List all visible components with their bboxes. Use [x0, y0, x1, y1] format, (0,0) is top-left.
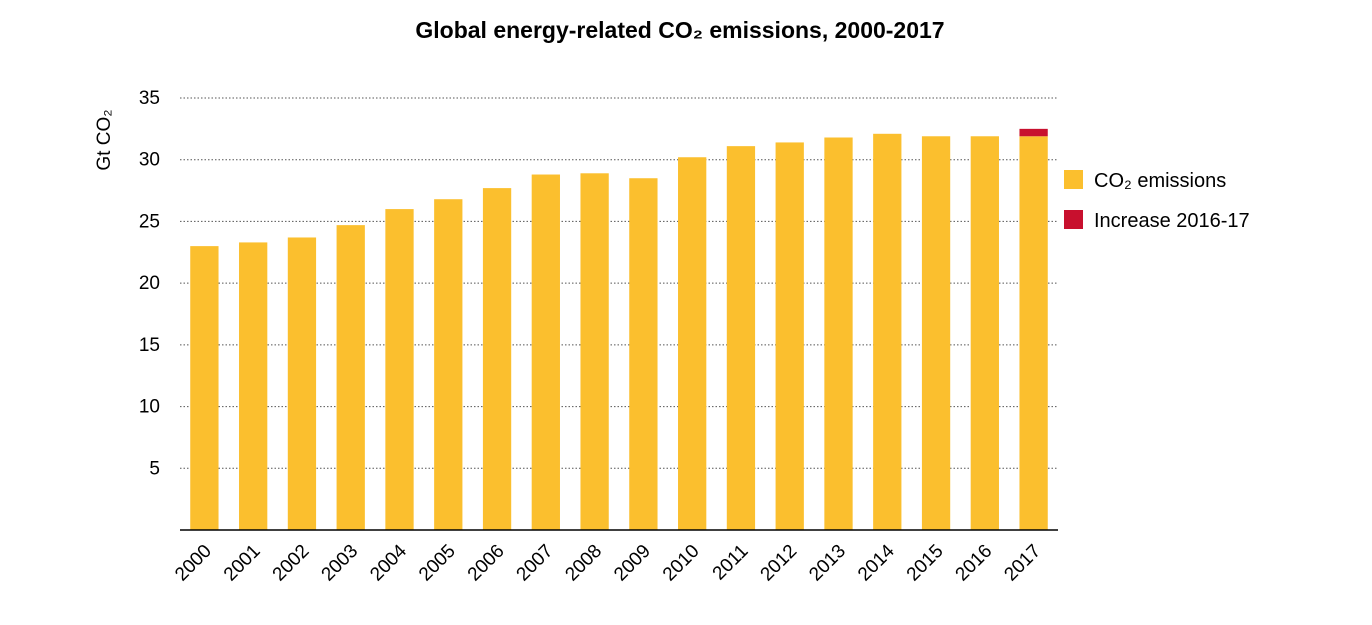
x-tick-label: 2012 [757, 541, 802, 586]
bar-co2-emissions [970, 136, 999, 530]
bar-co2-emissions [482, 188, 512, 531]
bar-co2-emissions [775, 142, 804, 531]
bar-co2-emissions [239, 242, 268, 530]
bar-increase [1019, 128, 1048, 137]
bar-co2-emissions [190, 246, 219, 530]
legend: CO₂ emissions Increase 2016-17 [1064, 170, 1250, 232]
x-tick-label: 2009 [610, 541, 655, 586]
y-tick-label: 20 [139, 273, 160, 294]
bar-co2-emissions [287, 237, 317, 530]
bar-co2-emissions [726, 146, 756, 530]
bar-co2-emissions [434, 199, 463, 530]
x-tick-label: 2014 [854, 540, 899, 585]
gridlines [180, 97, 1058, 469]
y-tick-label: 15 [139, 335, 160, 356]
x-tick-label: 2004 [366, 540, 411, 585]
bar-co2-emissions [531, 174, 560, 531]
x-tick-label: 2001 [220, 541, 265, 586]
legend-swatch [1064, 170, 1083, 189]
bar-co2-emissions [824, 137, 853, 531]
bar-co2-emissions [678, 157, 707, 530]
bars [190, 128, 1048, 531]
y-tick-label: 30 [139, 150, 160, 171]
bar-co2-emissions [873, 133, 902, 530]
x-tick-label: 2010 [659, 541, 704, 586]
x-tick-label: 2003 [318, 541, 363, 586]
x-tick-label: 2011 [709, 541, 753, 585]
bar-co2-emissions [385, 209, 414, 531]
x-tick-label: 2015 [903, 541, 948, 586]
bar-co2-emissions [1019, 136, 1048, 530]
y-tick-label: 10 [139, 397, 160, 418]
legend-swatch [1064, 210, 1083, 229]
y-axis-label: Gt CO₂ [94, 109, 115, 170]
y-tick-label: 25 [139, 211, 160, 232]
bar-co2-emissions [921, 136, 951, 530]
x-tick-label: 2013 [805, 541, 850, 586]
y-tick-label: 5 [149, 458, 160, 479]
x-tick-label: 2002 [269, 541, 314, 586]
x-tick-label: 2016 [952, 541, 997, 586]
x-tick-label: 2008 [561, 541, 606, 586]
x-tick-label: 2007 [513, 541, 558, 586]
x-tick-label: 2006 [464, 541, 509, 586]
y-tick-label: 35 [139, 88, 160, 109]
x-tick-label: 2017 [1000, 541, 1045, 586]
bar-co2-emissions [629, 178, 658, 530]
x-tick-label: 2005 [415, 541, 460, 586]
bar-co2-emissions [336, 225, 365, 531]
x-tick-label: 2000 [171, 541, 216, 586]
legend-label: CO₂ emissions [1094, 170, 1226, 192]
bar-co2-emissions [580, 173, 609, 530]
legend-label: Increase 2016-17 [1094, 210, 1250, 232]
chart-title: Global energy-related CO₂ emissions, 200… [415, 17, 944, 43]
